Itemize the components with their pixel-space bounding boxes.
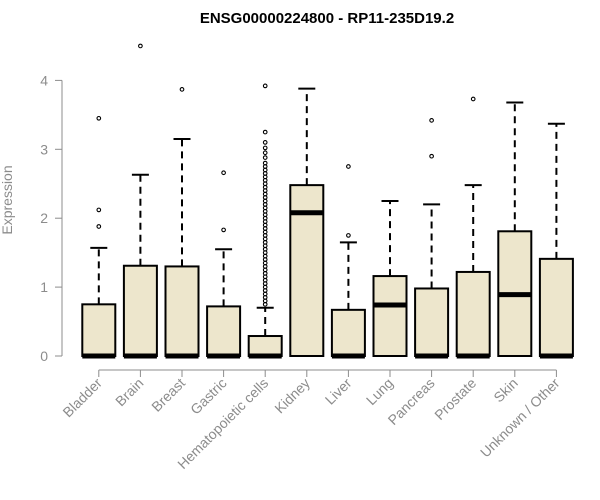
box <box>455 270 491 357</box>
outlier-point <box>262 155 268 160</box>
box-group <box>247 83 283 359</box>
outlier-point <box>179 87 185 92</box>
box-group <box>538 122 574 359</box>
box-group <box>455 96 491 359</box>
y-tick-label: 3 <box>40 141 48 157</box>
x-tick-label: Skin <box>490 375 521 406</box>
box-group <box>206 170 242 359</box>
y-axis-label: Expression <box>0 165 15 234</box>
box <box>206 305 242 357</box>
box <box>122 264 158 357</box>
box <box>81 303 117 358</box>
x-tick-label: Bladder <box>59 375 105 421</box>
outlier-point <box>470 96 476 102</box>
outlier-point <box>429 118 434 123</box>
x-tick-label: Prostate <box>431 375 479 423</box>
outlier-point <box>262 83 268 89</box>
box-group <box>81 115 117 359</box>
outlier-point <box>96 115 102 121</box>
box <box>330 308 366 358</box>
box <box>414 287 450 357</box>
box <box>538 257 574 358</box>
x-tick-label: Lung <box>363 375 396 408</box>
outlier-point <box>346 164 351 169</box>
x-tick-label: Unknown / Other <box>477 375 563 461</box>
box-group <box>289 87 325 357</box>
x-tick-label: Breast <box>148 375 188 415</box>
outlier-point <box>262 145 268 151</box>
boxes <box>81 43 574 359</box>
box-group <box>330 164 366 359</box>
y-tick-label: 0 <box>40 348 48 364</box>
outlier-point <box>346 233 351 238</box>
outlier-point <box>262 150 268 156</box>
outlier-point <box>221 227 226 233</box>
outlier-point <box>96 224 102 229</box>
chart-title: ENSG00000224800 - RP11-235D19.2 <box>200 10 454 27</box>
box-group <box>164 87 200 359</box>
y-tick-label: 4 <box>40 72 48 88</box>
outlier-point <box>262 160 268 166</box>
x-tick-label: Liver <box>322 375 355 408</box>
outlier-point <box>221 170 226 176</box>
x-tick-label: Kidney <box>271 375 313 417</box>
box-group <box>414 118 450 359</box>
box <box>164 265 200 357</box>
outlier-point <box>262 140 268 145</box>
outlier-point <box>96 207 102 213</box>
box <box>247 335 283 358</box>
y-tick-label: 1 <box>40 279 48 295</box>
y-tick-label: 2 <box>40 210 48 226</box>
y-axis: 0 1 2 3 4 <box>40 72 63 364</box>
outlier-point <box>138 43 143 49</box>
box-group <box>497 101 533 357</box>
box-group <box>372 199 408 357</box>
outlier-point <box>262 129 268 135</box>
outlier-point <box>429 153 434 159</box>
box-group <box>122 43 158 359</box>
x-tick-label: Brain <box>112 375 146 409</box>
box <box>372 275 408 357</box>
